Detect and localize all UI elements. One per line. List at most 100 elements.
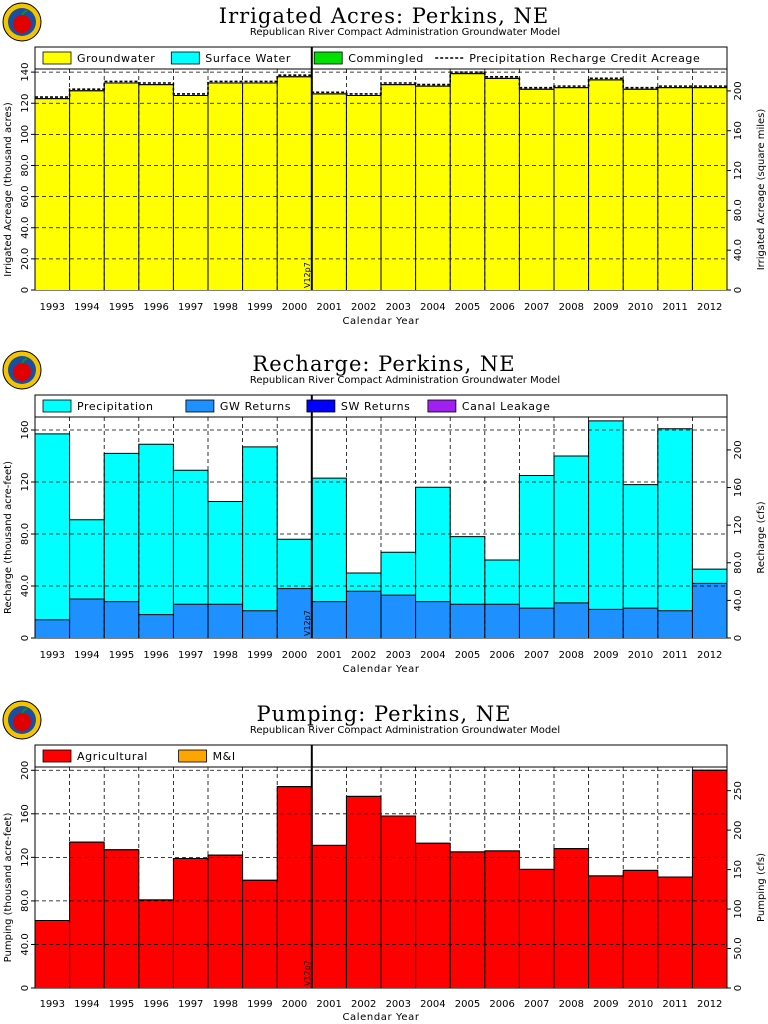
x-tick-label: 2002 <box>351 302 376 313</box>
x-tick-label: 2011 <box>662 999 687 1010</box>
bar-groundwater-2008 <box>554 87 589 290</box>
x-tick-label: 2012 <box>697 302 722 313</box>
y-tick-label: 60.0 <box>20 185 31 207</box>
bar-groundwater-2004 <box>415 86 451 290</box>
legend-swatch <box>306 399 336 413</box>
bar-groundwater-2000 <box>277 76 312 290</box>
version-marker-label: V12p7 <box>303 960 312 986</box>
x-tick-label: 2006 <box>489 302 514 313</box>
bar-gw-returns-2001 <box>311 601 347 638</box>
x-tick-label: 2009 <box>593 999 618 1010</box>
chart-subtitle: Republican River Compact Administration … <box>249 27 561 38</box>
x-tick-label: 1996 <box>143 999 168 1010</box>
x-tick-label: 1997 <box>178 650 203 661</box>
bar-gw-returns-2002 <box>346 591 381 638</box>
x-tick-label: 2000 <box>282 650 307 661</box>
bar-agricultural-2001 <box>311 845 347 988</box>
legend-label: Precipitation Recharge Credit Acreage <box>469 52 700 65</box>
y-tick-label-right: 150 <box>733 860 744 879</box>
y-tick-label: 0 <box>20 287 31 293</box>
x-tick-label: 2001 <box>316 650 341 661</box>
pumping-panel: Pumping: Perkins, NE Republican River Co… <box>0 698 768 1024</box>
bar-agricultural-1999 <box>242 880 278 988</box>
bar-agricultural-2002 <box>346 796 381 988</box>
chart-subtitle: Republican River Compact Administration … <box>249 375 561 386</box>
irrigated-acres-chart: V12p7 Groundwater Surface Water Commingled P… <box>3 46 767 327</box>
chart-subtitle: Republican River Compact Administration … <box>249 725 561 736</box>
y-tick-label-right: 120 <box>733 516 744 535</box>
bar-gw-returns-1998 <box>208 604 243 638</box>
x-tick-label: 2007 <box>524 999 549 1010</box>
x-tick-label: 2008 <box>559 302 584 313</box>
bar-groundwater-2012 <box>692 87 727 290</box>
bar-gw-returns-2003 <box>381 595 416 638</box>
y-tick-label: 160 <box>20 420 31 439</box>
x-tick-label: 1997 <box>178 999 203 1010</box>
bar-precipitation-2003 <box>381 552 416 596</box>
bar-groundwater-2009 <box>588 79 624 290</box>
bar-groundwater-1994 <box>69 90 105 291</box>
bar-groundwater-2011 <box>657 87 693 290</box>
y-tick-label-right: 160 <box>733 478 744 497</box>
x-tick-label: 2004 <box>420 999 445 1010</box>
x-tick-label: 2004 <box>420 302 445 313</box>
bar-precipitation-2004 <box>415 487 451 602</box>
y-axis-title-right: Pumping (cfs) <box>756 853 767 922</box>
bar-gw-returns-1995 <box>104 601 139 638</box>
y-tick-label-right: 200 <box>733 440 744 459</box>
x-tick-label: 1995 <box>109 302 134 313</box>
y-tick-label-right: 200 <box>733 821 744 840</box>
bar-agricultural-2011 <box>657 876 693 988</box>
y-tick-label-right: 160 <box>733 121 744 140</box>
bar-gw-returns-2004 <box>415 601 451 638</box>
apple-logo-icon <box>2 2 42 42</box>
x-tick-label: 2002 <box>351 999 376 1010</box>
legend-swatch <box>185 399 215 413</box>
bar-precipitation-2002 <box>346 573 381 592</box>
bar-precipitation-2009 <box>588 420 624 610</box>
legend-label: GW Returns <box>220 400 291 413</box>
x-tick-label: 2005 <box>455 302 480 313</box>
y-tick-label-right: 50.0 <box>733 937 744 959</box>
bar-agricultural-1994 <box>69 842 105 988</box>
irrigated-acres-panel: Irrigated Acres: Perkins, NE Republican … <box>0 0 768 340</box>
apple-logo-icon <box>2 700 42 740</box>
x-axis-title: Calendar Year <box>342 1012 419 1023</box>
y-tick-label-right: 80.0 <box>733 552 744 574</box>
y-tick-label-right: 40.0 <box>733 589 744 611</box>
x-tick-label: 2004 <box>420 650 445 661</box>
chart-title: Recharge: Perkins, NE <box>252 352 516 376</box>
bar-groundwater-2003 <box>381 84 416 290</box>
x-tick-label: 2005 <box>455 650 480 661</box>
y-tick-label: 120 <box>20 472 31 491</box>
x-tick-label: 1998 <box>213 999 238 1010</box>
x-tick-label: 1996 <box>143 302 168 313</box>
y-tick-label-right: 250 <box>733 781 744 800</box>
x-tick-label: 2010 <box>628 302 653 313</box>
x-tick-label: 1995 <box>109 999 134 1010</box>
x-tick-label: 2012 <box>697 650 722 661</box>
x-tick-label: 1999 <box>247 302 272 313</box>
precip-credit-line <box>35 71 727 98</box>
apple-logo-icon <box>2 350 42 390</box>
bar-agricultural-1996 <box>138 899 174 988</box>
y-tick-label-right: 120 <box>733 161 744 180</box>
bar-agricultural-2010 <box>623 870 658 988</box>
bar-groundwater-1997 <box>173 95 208 290</box>
bar-agricultural-2005 <box>450 851 485 988</box>
bar-gw-returns-2010 <box>623 608 658 638</box>
y-tick-label: 0 <box>20 985 31 991</box>
bar-precipitation-1999 <box>242 446 278 611</box>
bar-gw-returns-2012 <box>692 583 727 638</box>
y-tick-label: 120 <box>20 848 31 867</box>
x-tick-label: 1999 <box>247 999 272 1010</box>
bar-gw-returns-2000 <box>277 588 312 638</box>
bar-agricultural-2003 <box>381 815 416 988</box>
y-tick-label: 0 <box>20 635 31 641</box>
legend-label: Canal Leakage <box>462 400 551 413</box>
bar-precipitation-1995 <box>104 453 139 602</box>
bar-precipitation-2001 <box>311 478 347 602</box>
bar-agricultural-2012 <box>692 770 727 988</box>
y-tick-label-right: 0 <box>733 985 744 991</box>
